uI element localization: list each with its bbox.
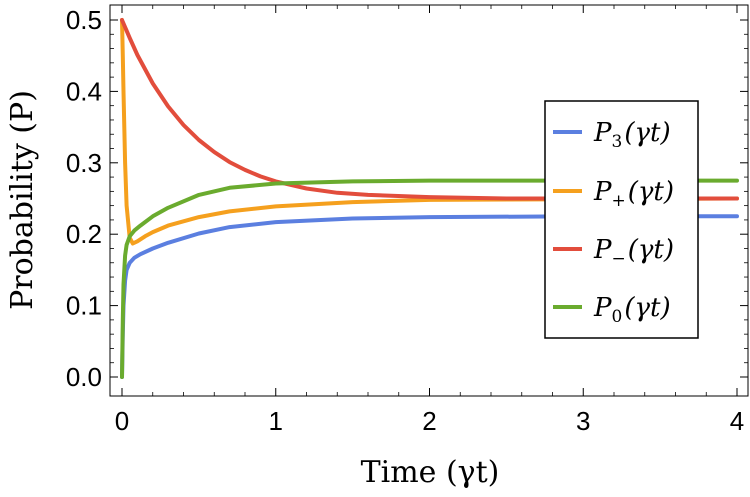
series-line-2 <box>120 18 739 201</box>
y-tick-label: 0.3 <box>66 148 102 178</box>
x-tick-label: 0 <box>115 406 129 436</box>
series-line-1 <box>120 18 739 246</box>
x-tick-label: 1 <box>269 406 283 436</box>
legend-label-1: P+(γt) <box>593 177 674 211</box>
x-axis-title: Time (γt) <box>361 455 500 490</box>
y-axis-title: Probability (P) <box>5 90 40 310</box>
x-tick-label: 4 <box>730 406 744 436</box>
series-lines <box>120 18 739 379</box>
legend-label-3: P0(γt) <box>593 293 671 327</box>
legend-box <box>544 100 699 339</box>
y-tick-label: 0.1 <box>66 291 102 321</box>
axis-ticks <box>110 5 748 396</box>
y-tick-label: 0.5 <box>66 5 102 35</box>
x-tick-label: 3 <box>576 406 590 436</box>
legend-label-0: P3(γt) <box>593 118 671 152</box>
y-tick-label: 0.4 <box>66 76 102 106</box>
x-tick-label: 2 <box>422 406 436 436</box>
series-line-3 <box>120 178 739 379</box>
legend-label-2: P−(γt) <box>593 235 674 269</box>
legend: P3(γt) P+(γt) P−(γt) P0(γt) <box>544 100 699 339</box>
y-tick-label: 0.0 <box>66 362 102 392</box>
y-tick-label: 0.2 <box>66 219 102 249</box>
tick-labels: 0 1 2 3 4 0.0 0.1 0.2 0.3 0.4 0.5 <box>66 5 744 436</box>
